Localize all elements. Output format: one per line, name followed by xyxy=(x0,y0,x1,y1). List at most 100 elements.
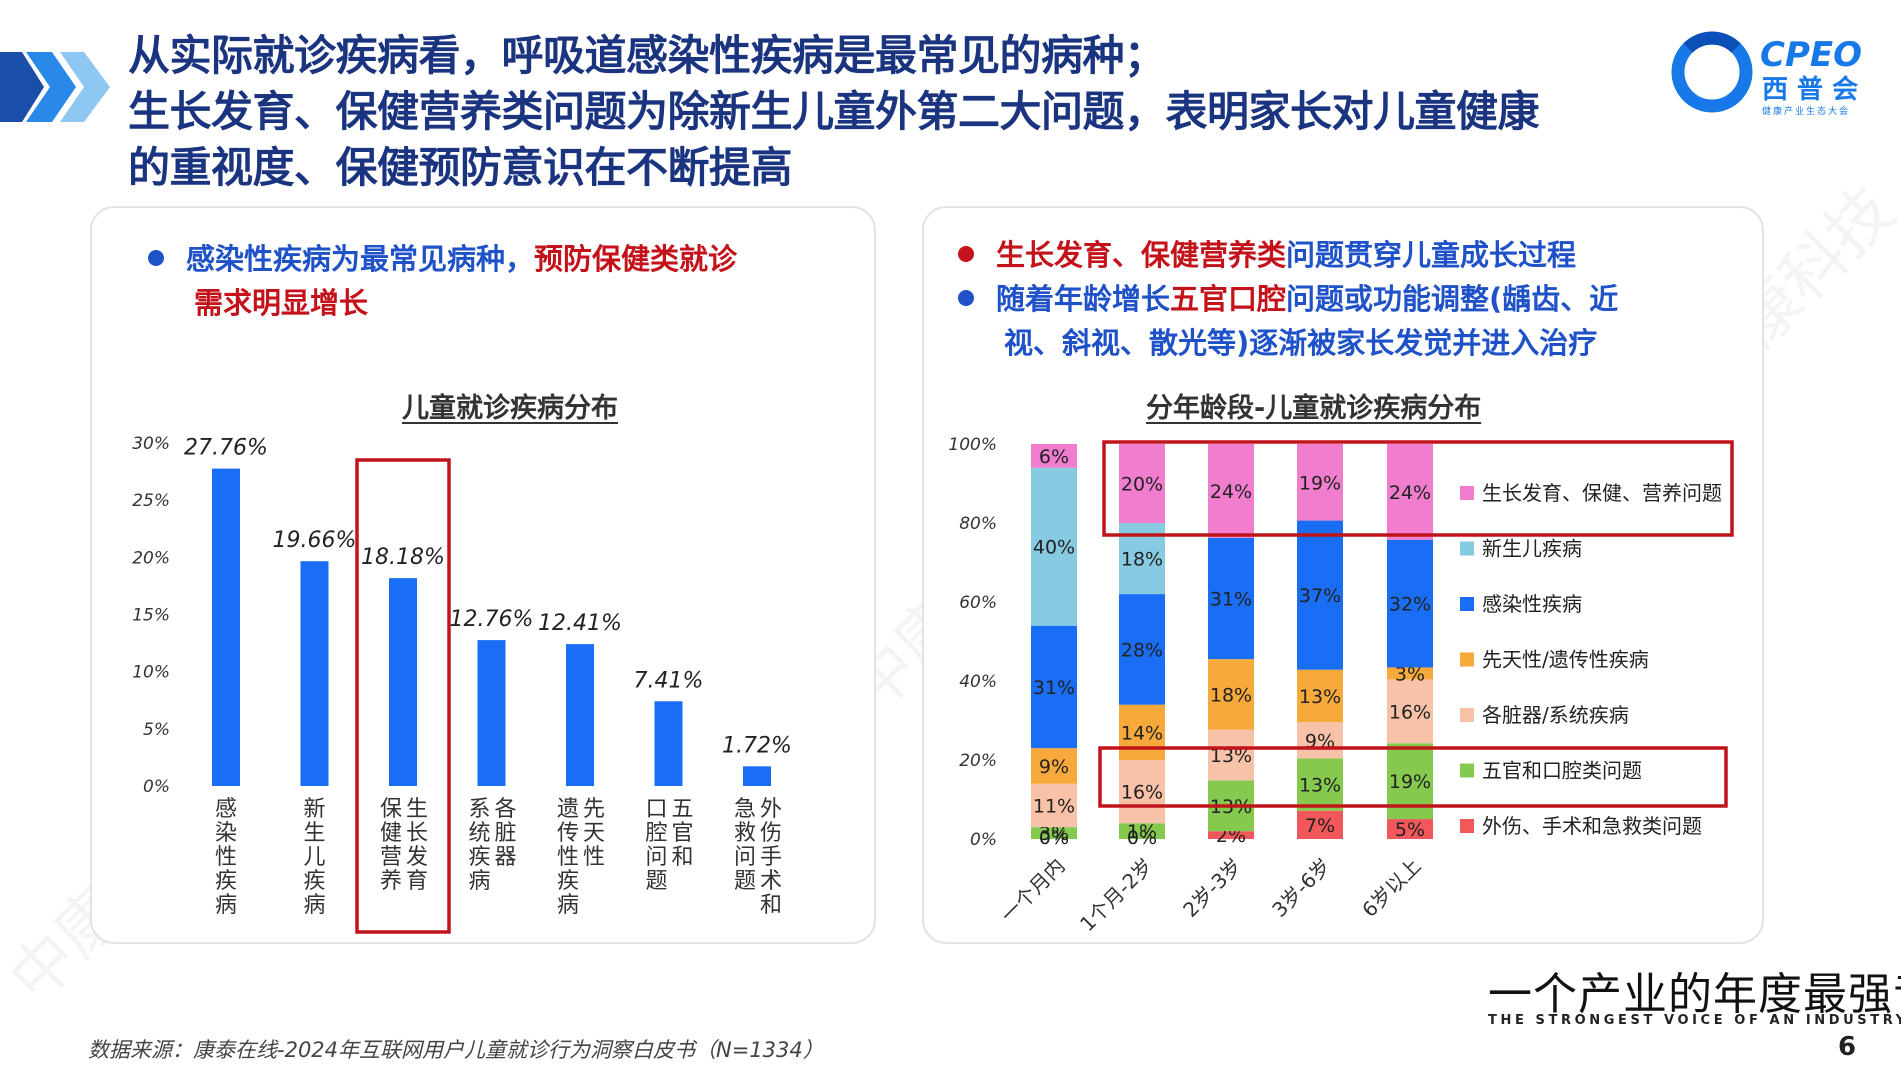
category-label-char: 天 xyxy=(583,821,605,846)
category-label-char: 外 xyxy=(760,797,782,822)
footer-tagline-sub: THE STRONGEST VOICE OF AN INDUSTRY xyxy=(1488,1013,1901,1028)
data-label: 12.41% xyxy=(538,611,622,636)
category-label-char: 系 xyxy=(468,797,490,822)
bullet-seg: 五官口腔 xyxy=(1170,282,1287,316)
category-label-char: 发 xyxy=(406,845,428,870)
category-label-char: 遗 xyxy=(557,797,579,822)
y-tick-label: 0% xyxy=(143,777,170,797)
bullet-text-red: 预防保健类就诊 xyxy=(534,242,738,276)
highlight-box xyxy=(355,458,451,934)
data-label: 12.76% xyxy=(450,607,534,632)
category-label-char: 疾 xyxy=(557,869,579,894)
category-label-char: 腔 xyxy=(645,821,667,846)
category-label-char: 题 xyxy=(734,869,756,894)
category-label-char: 养 xyxy=(380,869,402,894)
category-label-char: 传 xyxy=(557,821,579,846)
category-label-char: 脏 xyxy=(494,821,516,846)
left-bullet: 感染性疾病为最常见病种，预防保健类就诊 xyxy=(148,238,737,281)
left-bullet-cont: 需求明显增长 xyxy=(194,286,369,320)
category-label-char: 五 xyxy=(671,797,693,822)
right-bullet-2: 随着年龄增长五官口腔问题或功能调整(龋齿、近 xyxy=(958,278,1618,321)
bar xyxy=(389,578,417,786)
category-label-char: 疾 xyxy=(468,845,490,870)
logo-name: 西 普 会 xyxy=(1762,74,1858,105)
bullet-seg: 问题或功能调整(龋齿、近 xyxy=(1286,282,1619,316)
category-label-char: 手 xyxy=(760,845,782,870)
category-label-char: 救 xyxy=(734,821,756,846)
bullet-seg: 生长发育、保健营养类 xyxy=(996,238,1287,272)
category-label-char: 统 xyxy=(468,821,490,846)
page-title: 从实际就诊疾病看，呼吸道感染性疾病是最常见的病种； 生长发育、保健营养类问题为除… xyxy=(128,28,1658,196)
y-tick-label: 10% xyxy=(132,663,170,683)
right-bullet-1: 生长发育、保健营养类问题贯穿儿童成长过程 xyxy=(958,234,1576,277)
category-label-char: 先 xyxy=(583,797,605,822)
y-tick-label: 25% xyxy=(132,491,170,511)
category-label-char: 病 xyxy=(215,893,237,918)
bar xyxy=(477,640,506,786)
logo-mark-text: CPEO xyxy=(1760,35,1862,75)
category-label-char: 染 xyxy=(215,821,237,846)
category-label-char: 口 xyxy=(645,797,667,822)
category-label-char: 育 xyxy=(406,869,428,894)
category-label-char: 题 xyxy=(645,869,667,894)
category-label-char: 新 xyxy=(303,797,325,822)
category-label-char: 感 xyxy=(215,797,237,822)
chart-title-left: 儿童就诊疾病分布 xyxy=(402,393,618,424)
category-label-char: 生 xyxy=(303,821,325,846)
bar xyxy=(566,644,594,786)
data-label: 1.72% xyxy=(722,733,792,758)
category-label-char: 伤 xyxy=(760,821,782,846)
bullet-dot-icon xyxy=(148,250,164,266)
category-label-char: 病 xyxy=(303,893,325,918)
data-label: 27.76% xyxy=(184,436,268,461)
bullet-dot-icon xyxy=(958,290,974,306)
category-label-char: 急 xyxy=(734,797,756,822)
y-tick-label: 5% xyxy=(143,720,170,740)
bar xyxy=(654,701,683,786)
logo-subtitle: 健康产业生态大会 xyxy=(1762,105,1850,117)
category-label-char: 病 xyxy=(468,869,490,894)
bullet-text-blue: 感染性疾病为最常见病种， xyxy=(186,242,535,276)
category-label-char: 儿 xyxy=(303,845,325,870)
chart-title-right: 分年龄段-儿童就诊疾病分布 xyxy=(1146,393,1482,424)
category-label-char: 和 xyxy=(671,845,693,870)
data-source-note: 数据来源：康泰在线-2024年互联网用户儿童就诊行为洞察白皮书（N=1334） xyxy=(88,1038,824,1062)
bar xyxy=(212,468,240,786)
bullet-seg: 随着年龄增长 xyxy=(996,282,1171,316)
category-label-char: 性 xyxy=(583,845,605,870)
category-label-char: 长 xyxy=(406,821,428,846)
bullet-dot-icon xyxy=(958,246,974,262)
page-number: 6 xyxy=(1838,1032,1857,1062)
category-label-char: 各 xyxy=(494,797,516,822)
category-label-char: 保 xyxy=(380,797,402,822)
bar xyxy=(300,561,329,786)
category-label-char: 术 xyxy=(760,869,782,894)
y-tick-label: 15% xyxy=(132,606,170,626)
title-line-3: 的重视度、保健预防意识在不断提高 xyxy=(128,143,793,192)
bar xyxy=(743,766,771,786)
data-label: 7.41% xyxy=(634,668,704,693)
category-label-char: 性 xyxy=(557,845,579,870)
category-label-char: 和 xyxy=(760,893,782,918)
category-label-char: 问 xyxy=(645,845,667,870)
data-label: 18.18% xyxy=(361,545,445,570)
bullet-seg: 问题贯穿儿童成长过程 xyxy=(1286,238,1577,272)
category-label-char: 疾 xyxy=(303,869,325,894)
category-label-char: 健 xyxy=(380,821,402,846)
category-label-char: 营 xyxy=(380,845,402,870)
category-label-char: 问 xyxy=(734,845,756,870)
category-label-char: 生 xyxy=(406,797,428,822)
category-label-char: 器 xyxy=(494,845,516,870)
y-tick-label: 30% xyxy=(132,434,170,454)
data-label: 19.66% xyxy=(273,528,357,553)
chevron-arrows-icon xyxy=(0,52,110,122)
footer-tagline: 一个产业的年度最强音 xyxy=(1488,969,1901,1020)
right-bullet-2-cont: 视、斜视、散光等)逐渐被家长发觉并进入治疗 xyxy=(1004,326,1598,360)
category-label-char: 病 xyxy=(557,893,579,918)
category-label-char: 官 xyxy=(671,821,693,846)
category-label-char: 疾 xyxy=(215,869,237,894)
cpeo-logo: CPEO 西 普 会 健康产业生态大会 xyxy=(1671,31,1862,117)
y-tick-label: 20% xyxy=(132,548,170,568)
category-label-char: 性 xyxy=(215,845,237,870)
